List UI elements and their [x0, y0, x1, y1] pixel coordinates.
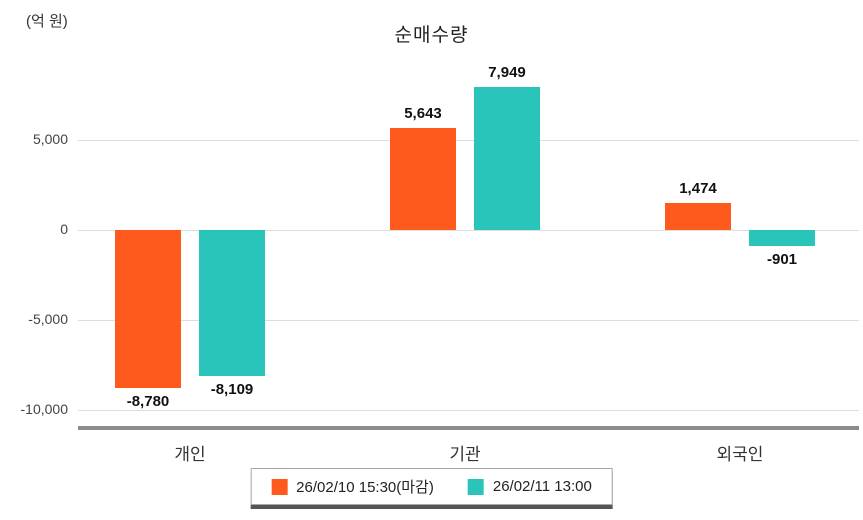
bar-series1-기관: [390, 128, 456, 230]
x-category-label: 외국인: [716, 445, 764, 464]
y-axis-unit-label: (억 원): [26, 13, 68, 30]
bar-series1-외국인: [665, 203, 731, 230]
legend-item-series2: 26/02/11 13:00: [467, 478, 592, 495]
bar-value-label: 5,643: [404, 105, 442, 123]
bar-value-label: 1,474: [679, 180, 717, 198]
bar-value-label: 7,949: [488, 63, 526, 81]
chart-title: 순매수량: [394, 25, 469, 46]
legend-label-series2: 26/02/11 13:00: [492, 478, 592, 495]
bar-series2-외국인: [749, 230, 815, 247]
x-axis-line: [78, 426, 859, 430]
x-category-label: 개인: [174, 445, 206, 464]
gridline--10000: [78, 410, 859, 411]
gridline-5000: [78, 140, 859, 141]
gridline-0: [78, 230, 859, 231]
bar-series2-기관: [474, 86, 540, 230]
bar-series1-개인: [115, 230, 181, 389]
gridline--5000: [78, 320, 859, 321]
bar-value-label: -8,109: [210, 380, 254, 398]
legend: 26/02/10 15:30(마감) 26/02/11 13:00: [250, 468, 613, 505]
bar-value-label: -8,780: [126, 393, 170, 411]
y-tick-label: -5,000: [28, 311, 68, 327]
y-tick-label: 0: [60, 221, 68, 237]
legend-swatch-series1-icon: [271, 478, 288, 495]
bar-series2-개인: [199, 230, 265, 376]
x-category-label: 기관: [449, 445, 481, 464]
legend-swatch-series2-icon: [467, 478, 484, 495]
y-tick-label: 5,000: [32, 131, 68, 147]
legend-item-series1: 26/02/10 15:30(마감): [271, 476, 434, 497]
bar-value-label: -901: [766, 251, 798, 269]
y-tick-label: -10,000: [20, 401, 68, 417]
legend-label-series1: 26/02/10 15:30(마감): [296, 479, 434, 496]
